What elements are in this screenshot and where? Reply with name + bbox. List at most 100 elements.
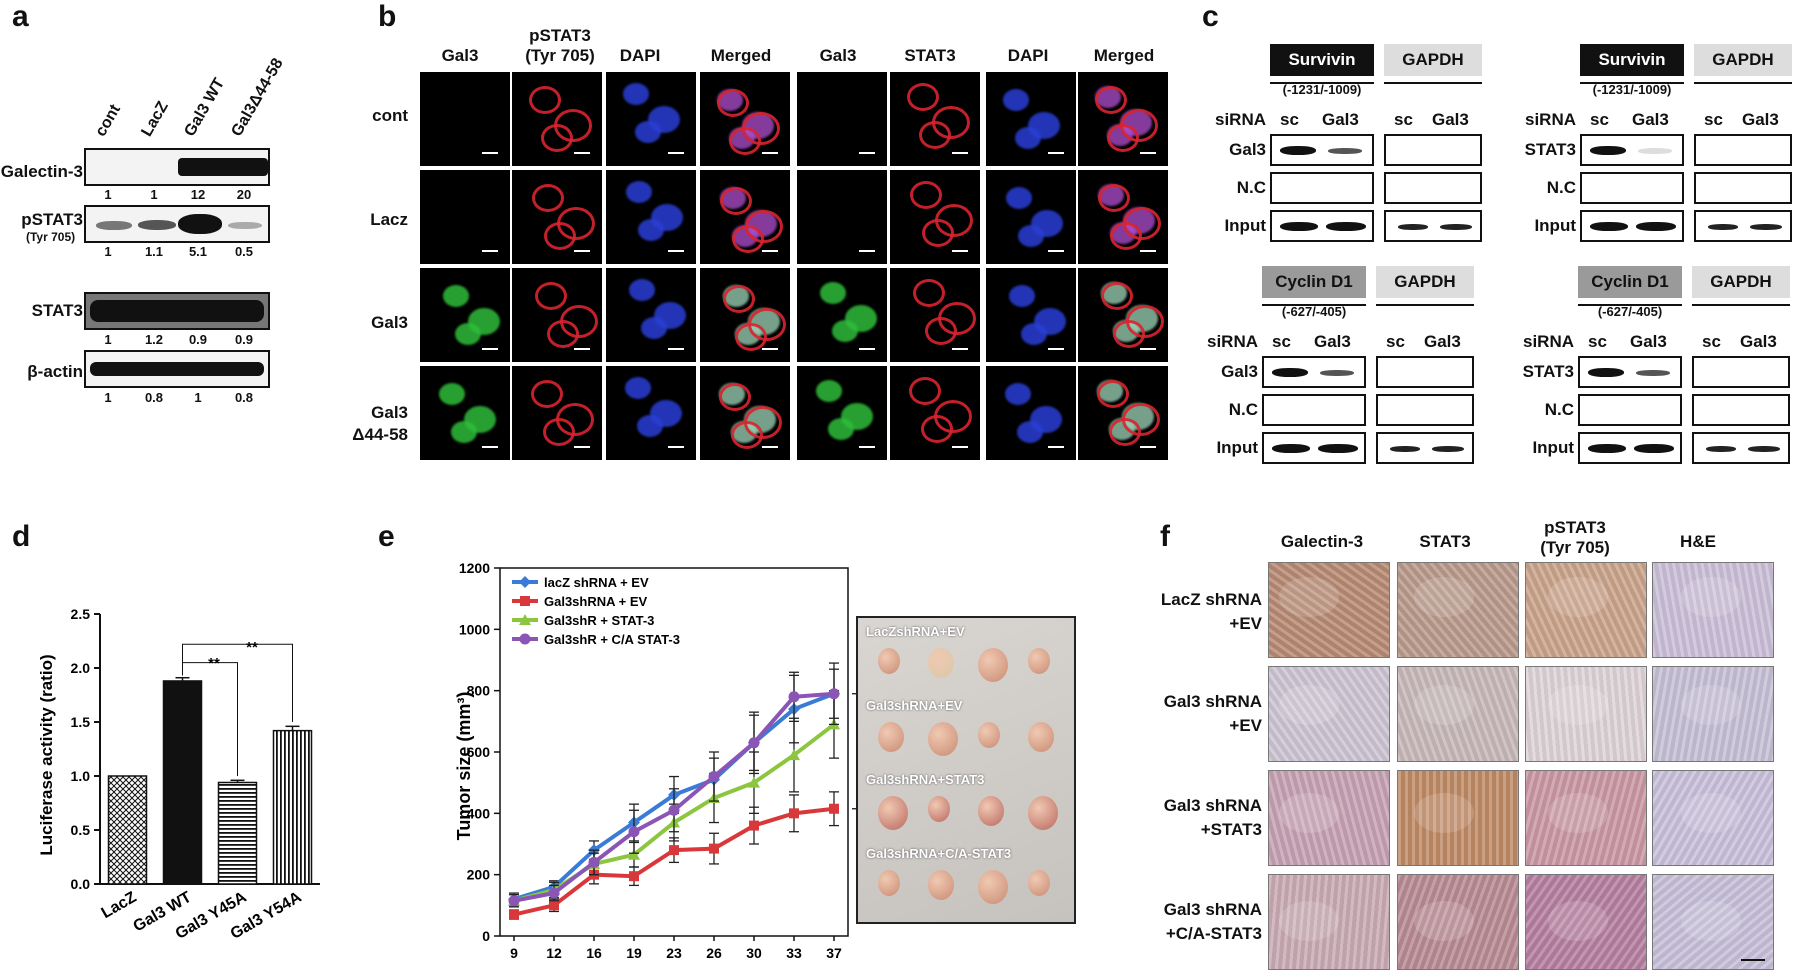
data-point: [548, 887, 560, 899]
chip-lane-box: [1694, 134, 1792, 166]
tissue-texture: [1548, 577, 1608, 617]
quant-value: 1: [104, 390, 112, 405]
scale-bar: [1140, 250, 1156, 252]
cell-signal: [1006, 187, 1032, 210]
blot-beta-actin: [84, 350, 270, 388]
chip-lane-box: [1580, 134, 1684, 166]
chip-lane-box: [1578, 432, 1682, 464]
cell-signal: [637, 415, 663, 438]
col-header: STAT3: [904, 46, 956, 65]
scale-bar: [1140, 152, 1156, 154]
promoter-region: (-627/-405): [1597, 304, 1663, 319]
lane-label: Gal3: [1424, 332, 1461, 351]
tumor-group-label: Gal3shRNA+EV: [866, 698, 963, 713]
blot-row-label: STAT3: [31, 301, 83, 320]
ihc-tile: [1397, 770, 1519, 866]
chip-row-label: Gal3: [1229, 140, 1266, 159]
cell-signal: [922, 219, 954, 248]
scale-bar: [952, 446, 968, 448]
y-tick-label: 2.5: [71, 606, 91, 622]
tissue-texture: [1653, 563, 1773, 657]
cell-signal: [921, 415, 953, 444]
lane-label: Gal3 WT: [181, 75, 229, 140]
band: [1588, 368, 1624, 377]
ihc-tile: [1652, 562, 1774, 658]
micrograph-tile: [890, 72, 980, 166]
legend-entry: Gal3shR + C/A STAT-3: [512, 632, 680, 647]
legend-entry: Gal3shR + STAT-3: [512, 613, 654, 628]
row-label: cont: [372, 106, 408, 125]
chip-lane-box: [1694, 172, 1792, 204]
cell-signal: [1018, 225, 1044, 248]
significance-marker: **: [246, 639, 258, 656]
chip-row-label: N.C: [1228, 400, 1258, 419]
tissue-texture: [1548, 793, 1608, 833]
tumor-specimen: [1028, 648, 1050, 674]
band: [1590, 146, 1626, 155]
gene-label: Survivin: [1580, 44, 1684, 76]
tissue-texture: [1414, 577, 1474, 617]
band: [1706, 446, 1736, 452]
chip-lane-box: [1270, 172, 1374, 204]
lane-label: cont: [92, 101, 125, 140]
chip-row-label: Input: [1534, 216, 1576, 235]
scale-bar: [952, 348, 968, 350]
tissue-texture: [1269, 875, 1389, 969]
lane-label: sc: [1394, 110, 1413, 129]
scale-bar: [1048, 250, 1064, 252]
gene-label: Survivin: [1270, 44, 1374, 76]
micrograph-tile: [700, 268, 790, 362]
data-point: [748, 776, 760, 788]
chip-row-label: STAT3: [1524, 140, 1576, 159]
promoter-region: (-1231/-1009): [1282, 82, 1362, 97]
scale-bar: [1048, 152, 1064, 154]
ihc-tile: [1652, 874, 1774, 970]
gene-label: Cyclin D1: [1262, 266, 1366, 298]
panel-label-a: a: [12, 0, 29, 33]
cell-signal: [625, 377, 651, 400]
col-header: DAPI: [619, 46, 661, 65]
scale-bar: [668, 348, 684, 350]
scale-bar: [574, 348, 590, 350]
significance-marker: **: [208, 655, 220, 672]
scale-bar: [482, 446, 498, 448]
x-tick-label: 23: [666, 945, 682, 961]
ihc-tile: [1525, 666, 1647, 762]
sirna-label: siRNA: [1206, 332, 1258, 351]
tissue-texture: [1269, 771, 1389, 865]
band: [1440, 224, 1472, 230]
cell-signal: [1005, 383, 1031, 406]
band: [1328, 148, 1362, 154]
lane-label: sc: [1588, 332, 1607, 351]
divider-line: [1262, 304, 1366, 306]
col-header: pSTAT3 (Tyr 705): [1540, 518, 1610, 557]
chip-row-label: STAT3: [1522, 362, 1574, 381]
cell-signal: [635, 121, 661, 144]
y-tick-label: 800: [467, 683, 491, 699]
tumor-specimen: [978, 722, 1000, 748]
series-line: [508, 662, 840, 908]
tissue-texture: [1398, 875, 1518, 969]
scale-bar: [574, 152, 590, 154]
micrograph-tile: [890, 366, 980, 460]
band: [1280, 222, 1318, 231]
band: [1750, 224, 1782, 230]
tissue-texture: [1269, 667, 1389, 761]
lane-label: LacZ: [138, 98, 172, 140]
quant-value: 0.9: [188, 332, 208, 347]
lane-label: Gal3: [1322, 110, 1359, 129]
micrograph-tile: [606, 366, 696, 460]
ihc-tile: [1525, 874, 1647, 970]
chip-lane-box: [1384, 172, 1482, 204]
panel-d: 0.0 0.5 1.0 1.5 2.0 2.5 LacZ Gal3 WT Gal3 Y45A G…: [0, 540, 350, 970]
control-label: GAPDH: [1692, 266, 1790, 298]
chip-lane-box: [1384, 134, 1482, 166]
y-axis-label: Luciferase activity (ratio): [37, 654, 56, 855]
cell-signal: [641, 317, 667, 340]
band: [1398, 224, 1428, 230]
divider-line: [1692, 304, 1790, 306]
micrograph-tile: [512, 170, 602, 264]
data-point: [709, 843, 719, 854]
divider-line: [1694, 82, 1792, 84]
quant-value: 1: [150, 187, 158, 202]
